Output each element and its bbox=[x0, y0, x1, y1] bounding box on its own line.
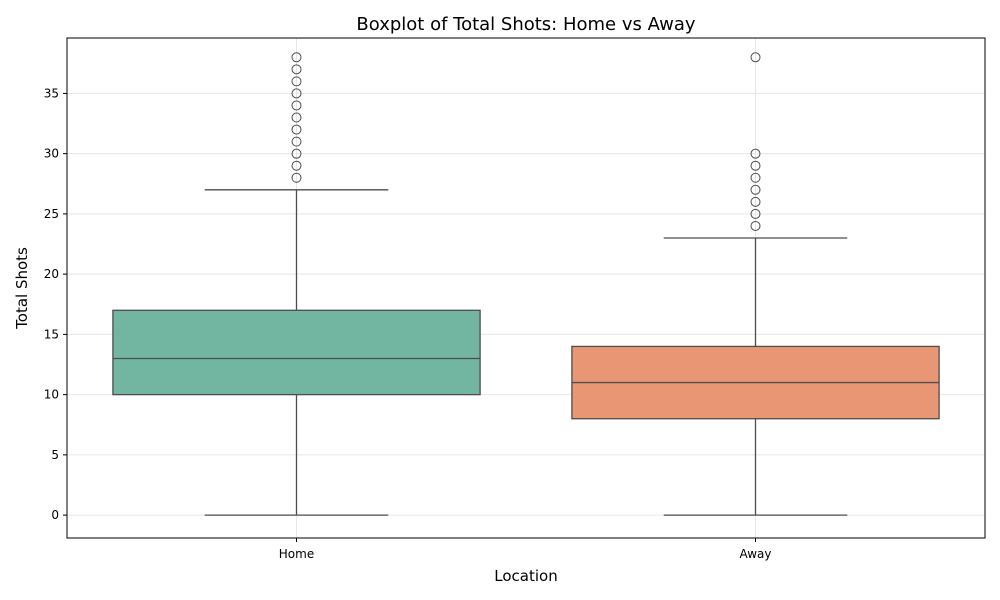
iqr-box bbox=[112, 309, 481, 396]
y-tick-label: 20 bbox=[44, 267, 59, 281]
x-axis-label: Location bbox=[494, 567, 557, 585]
outlier-point bbox=[291, 52, 302, 63]
outlier-point bbox=[291, 136, 302, 147]
outlier-point bbox=[291, 76, 302, 87]
x-tick-label: Home bbox=[279, 547, 314, 561]
x-tick-label: Away bbox=[740, 547, 772, 561]
outlier-point bbox=[291, 160, 302, 171]
x-axis: Home Away bbox=[279, 538, 772, 561]
box-home bbox=[112, 52, 481, 516]
outlier-point bbox=[291, 64, 302, 75]
outlier-point bbox=[750, 160, 761, 171]
outlier-point bbox=[291, 172, 302, 183]
outlier-point bbox=[750, 52, 761, 63]
outlier-point bbox=[750, 148, 761, 159]
outlier-point bbox=[291, 100, 302, 111]
y-tick-label: 5 bbox=[51, 448, 59, 462]
outlier-point bbox=[750, 172, 761, 183]
outlier-point bbox=[291, 112, 302, 123]
chart-title: Boxplot of Total Shots: Home vs Away bbox=[356, 14, 696, 35]
outlier-point bbox=[750, 220, 761, 231]
outlier-point bbox=[750, 184, 761, 195]
outlier-point bbox=[291, 148, 302, 159]
grid bbox=[67, 38, 985, 538]
y-tick-label: 10 bbox=[44, 388, 59, 402]
plot-area bbox=[112, 52, 940, 516]
outlier-point bbox=[291, 124, 302, 135]
y-tick-label: 35 bbox=[44, 86, 59, 100]
y-tick-label: 15 bbox=[44, 327, 59, 341]
y-tick-label: 30 bbox=[44, 147, 59, 161]
outlier-point bbox=[750, 208, 761, 219]
y-axis-label: Total Shots bbox=[13, 247, 31, 330]
y-tick-label: 0 bbox=[51, 508, 59, 522]
box-away bbox=[571, 52, 940, 516]
y-axis: 0 5 10 15 20 25 30 35 bbox=[44, 86, 67, 522]
outlier-point bbox=[291, 88, 302, 99]
plot-frame bbox=[66, 37, 986, 539]
outlier-point bbox=[750, 196, 761, 207]
y-tick-label: 25 bbox=[44, 207, 59, 221]
